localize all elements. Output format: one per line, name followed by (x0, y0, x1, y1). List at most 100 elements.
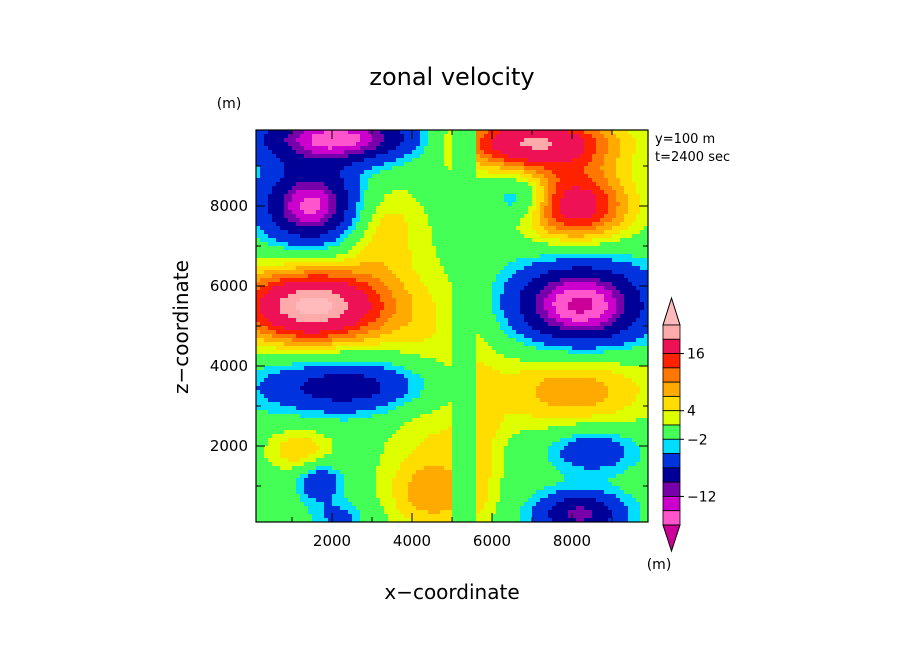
contour-cell (352, 282, 357, 287)
contour-cell (316, 202, 321, 207)
contour-cell (532, 274, 537, 279)
contour-cell (544, 162, 549, 167)
contour-cell (512, 294, 517, 299)
contour-cell (596, 250, 601, 255)
contour-cell (484, 258, 489, 263)
contour-cell (388, 298, 393, 303)
contour-cell (480, 266, 485, 271)
contour-cell (436, 238, 441, 243)
contour-cell (276, 194, 281, 199)
contour-cell (524, 138, 529, 143)
contour-cell (308, 166, 313, 171)
contour-cell (368, 134, 373, 139)
contour-cell (480, 310, 485, 315)
contour-cell (552, 162, 557, 167)
contour-cell (312, 174, 317, 179)
contour-cell (512, 206, 517, 211)
contour-cell (404, 162, 409, 167)
contour-cell (268, 210, 273, 215)
contour-cell (272, 294, 277, 299)
contour-cell (608, 310, 613, 315)
contour-cell (472, 330, 477, 335)
contour-cell (520, 242, 525, 247)
contour-cell (328, 318, 333, 323)
contour-cell (288, 254, 293, 259)
contour-cell (584, 270, 589, 275)
contour-cell (564, 130, 569, 135)
contour-cell (628, 158, 633, 163)
contour-cell (268, 130, 273, 135)
contour-cell (492, 206, 497, 211)
contour-cell (444, 146, 449, 151)
contour-cell (380, 262, 385, 267)
contour-cell (408, 154, 413, 159)
contour-cell (396, 226, 401, 231)
contour-cell (552, 226, 557, 231)
contour-cell (628, 306, 633, 311)
contour-cell (292, 262, 297, 267)
contour-cell (364, 138, 369, 143)
contour-cell (428, 138, 433, 143)
contour-cell (448, 202, 453, 207)
contour-cell (584, 158, 589, 163)
contour-cell (512, 230, 517, 235)
contour-cell (332, 266, 337, 271)
contour-cell (540, 150, 545, 155)
contour-cell (344, 194, 349, 199)
contour-cell (372, 222, 377, 227)
contour-cell (428, 210, 433, 215)
contour-cell (644, 218, 649, 223)
contour-cell (404, 330, 409, 335)
contour-cell (400, 302, 405, 307)
contour-cell (588, 270, 593, 275)
contour-cell (540, 230, 545, 235)
contour-cell (520, 302, 525, 307)
contour-cell (616, 242, 621, 247)
contour-cell (344, 286, 349, 291)
contour-cell (560, 210, 565, 215)
contour-cell (512, 186, 517, 191)
contour-cell (632, 250, 637, 255)
contour-cell (256, 322, 261, 327)
contour-cell (612, 166, 617, 171)
contour-cell (632, 162, 637, 167)
contour-cell (644, 238, 649, 243)
contour-cell (632, 286, 637, 291)
contour-cell (412, 278, 417, 283)
contour-cell (596, 254, 601, 259)
contour-cell (452, 150, 457, 155)
contour-cell (576, 206, 581, 211)
contour-cell (480, 282, 485, 287)
contour-cell (268, 150, 273, 155)
contour-cell (364, 250, 369, 255)
contour-cell (352, 158, 357, 163)
contour-cell (604, 290, 609, 295)
contour-cell (476, 330, 481, 335)
contour-cell (452, 218, 457, 223)
contour-cell (612, 298, 617, 303)
contour-cell (500, 142, 505, 147)
contour-cell (576, 226, 581, 231)
contour-cell (264, 206, 269, 211)
contour-cell (636, 306, 641, 311)
contour-cell (416, 194, 421, 199)
contour-cell (612, 158, 617, 163)
contour-cell (348, 174, 353, 179)
contour-cell (452, 222, 457, 227)
contour-cell (344, 178, 349, 183)
contour-cell (404, 210, 409, 215)
contour-cell (312, 310, 317, 315)
contour-cell (612, 154, 617, 159)
contour-cell (392, 230, 397, 235)
contour-cell (520, 170, 525, 175)
contour-cell (304, 310, 309, 315)
contour-cell (644, 274, 649, 279)
contour-cell (388, 206, 393, 211)
contour-cell (332, 282, 337, 287)
contour-cell (308, 190, 313, 195)
contour-cell (292, 146, 297, 151)
contour-cell (612, 210, 617, 215)
contour-cell (384, 170, 389, 175)
contour-cell (316, 250, 321, 255)
contour-cell (508, 178, 513, 183)
